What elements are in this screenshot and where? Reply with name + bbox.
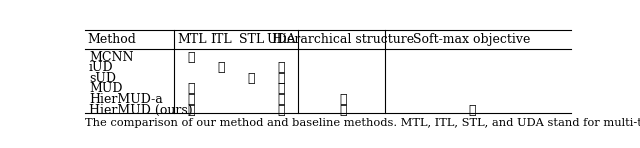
Text: ✓: ✓ [468,104,476,117]
Text: MCNN: MCNN [89,51,133,64]
Text: ✓: ✓ [339,93,347,106]
Text: sUD: sUD [89,72,116,85]
Text: ITL: ITL [211,33,232,46]
Text: MTL: MTL [177,33,206,46]
Text: ✓: ✓ [188,51,195,64]
Text: ✓: ✓ [277,72,285,85]
Text: Hierarchical structure: Hierarchical structure [272,33,414,46]
Text: HierMUD (ours): HierMUD (ours) [89,104,193,117]
Text: ✓: ✓ [218,61,225,74]
Text: UDA: UDA [266,33,296,46]
Text: Soft-max objective: Soft-max objective [413,33,531,46]
Text: The comparison of our method and baseline methods. MTL, ITL, STL, and UDA stand : The comparison of our method and baselin… [85,118,640,128]
Text: MUD: MUD [89,82,122,95]
Text: ✓: ✓ [277,61,285,74]
Text: ✓: ✓ [188,82,195,95]
Text: ✓: ✓ [277,104,285,117]
Text: ✓: ✓ [339,104,347,117]
Text: ✓: ✓ [248,72,255,85]
Text: ✓: ✓ [277,82,285,95]
Text: ✓: ✓ [277,93,285,106]
Text: Method: Method [88,33,136,46]
Text: ✓: ✓ [188,104,195,117]
Text: iUD: iUD [89,61,113,74]
Text: STL: STL [239,33,264,46]
Text: HierMUD-a: HierMUD-a [89,93,163,106]
Text: ✓: ✓ [188,93,195,106]
